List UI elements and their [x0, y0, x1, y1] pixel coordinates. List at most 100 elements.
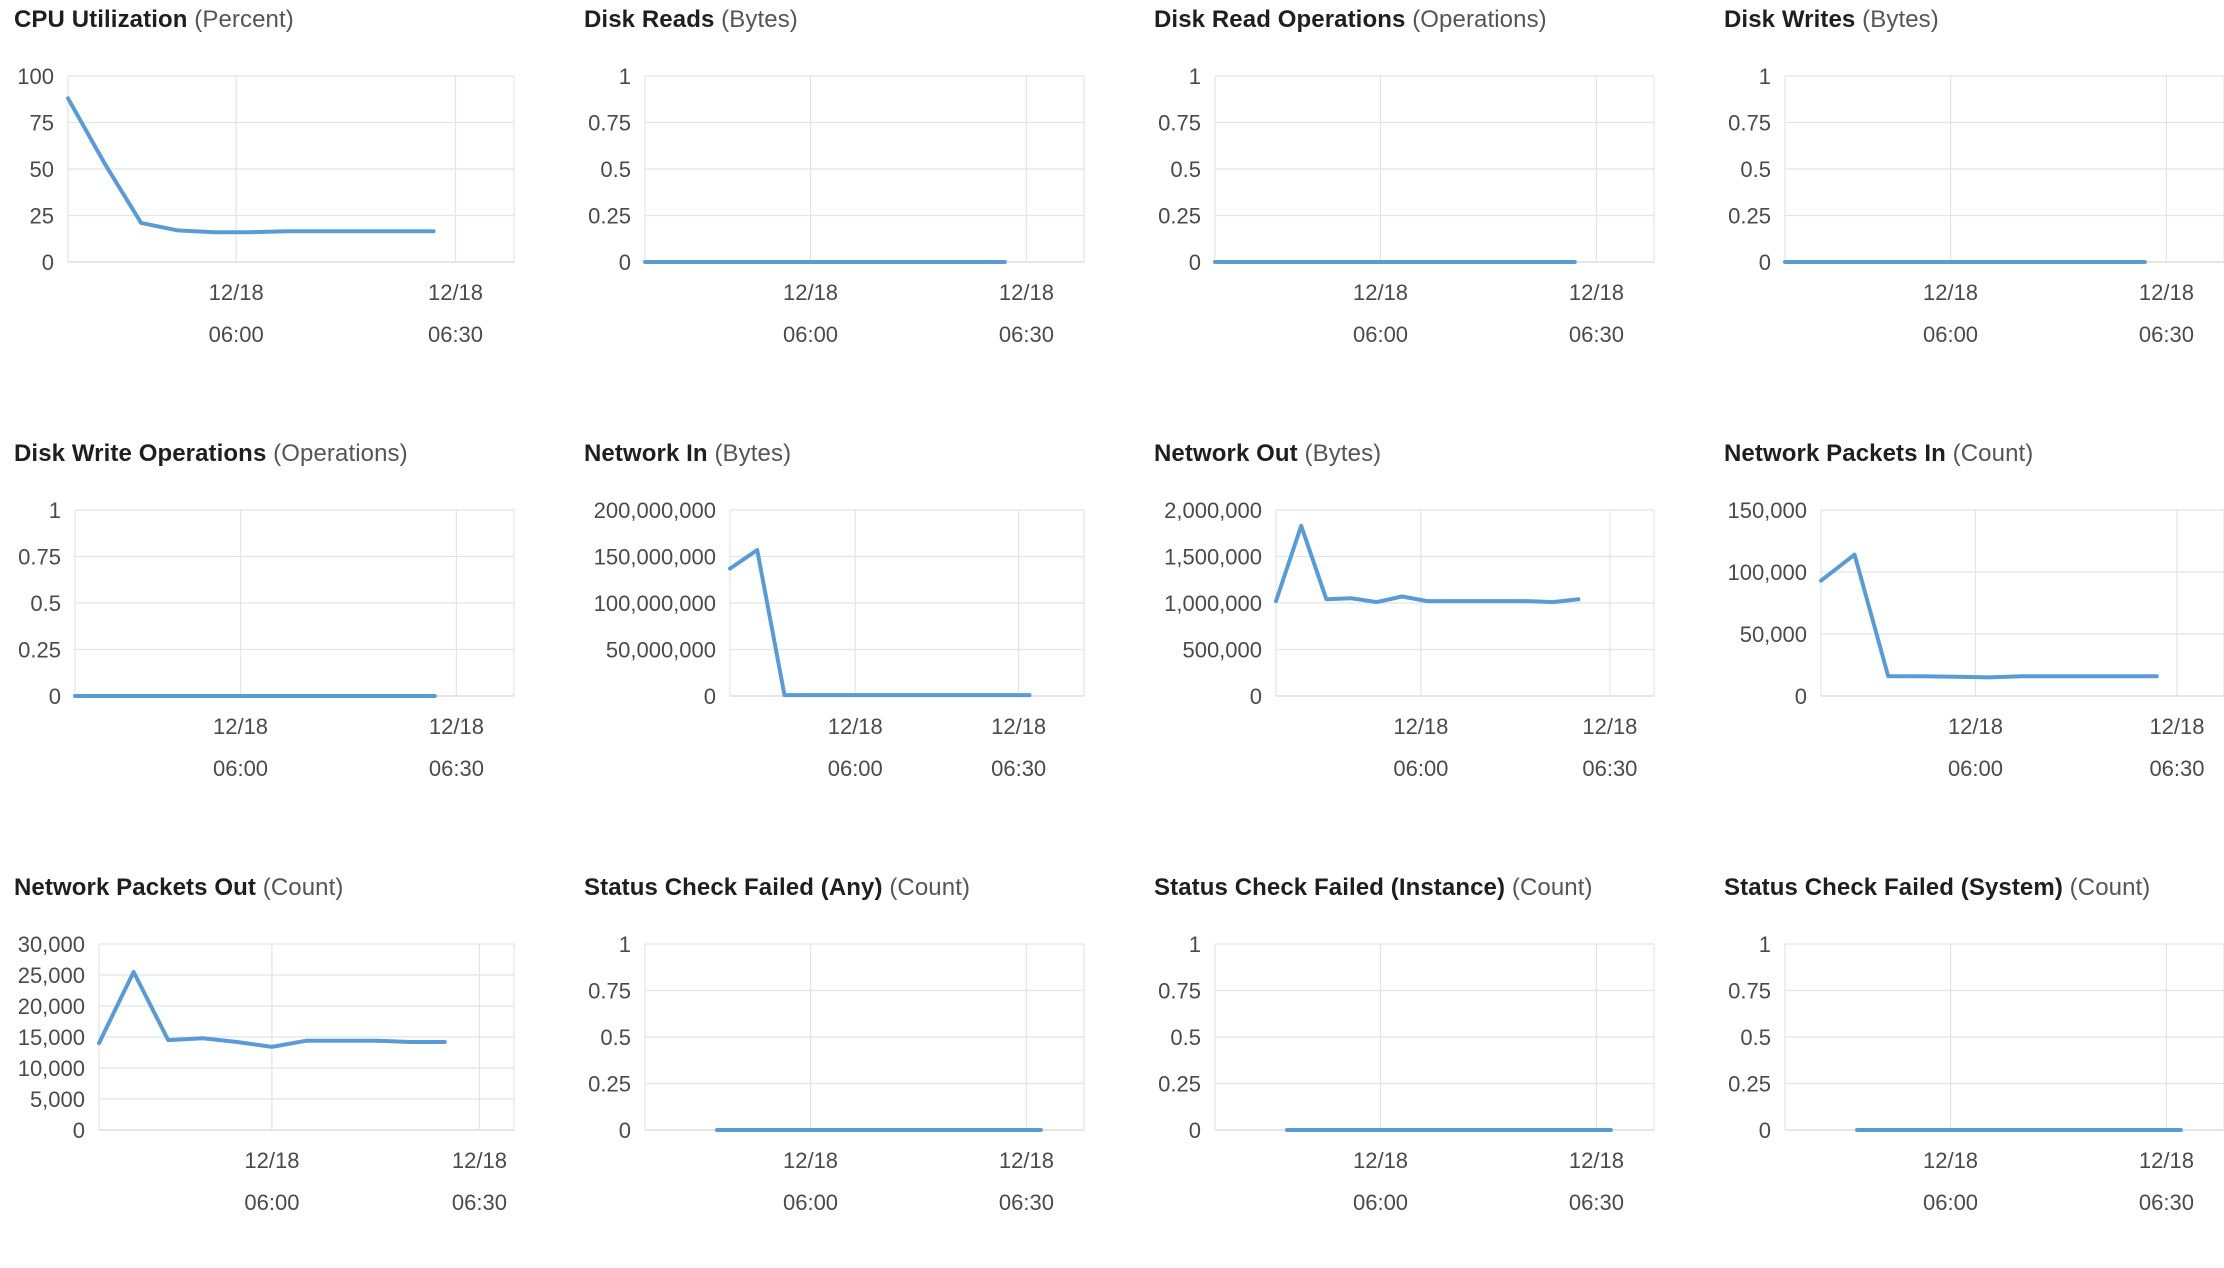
y-tick-label: 0.75 — [1158, 111, 1201, 136]
y-tick-label: 0.75 — [1728, 979, 1771, 1004]
y-tick-label: 0 — [704, 684, 716, 709]
series-line — [66, 96, 436, 235]
metric-name: Network Packets In — [1724, 440, 1946, 467]
x-tick-date: 12/18 — [783, 1148, 838, 1173]
chart-title: Network Packets Out (Count) — [14, 874, 343, 902]
x-tick-time: 06:30 — [991, 756, 1046, 781]
y-tick-label: 1 — [1189, 932, 1201, 957]
x-tick-time: 06:00 — [1353, 1190, 1408, 1215]
y-tick-label: 20,000 — [18, 994, 85, 1019]
x-tick-date: 12/18 — [1569, 1148, 1624, 1173]
metric-unit: (Count) — [1945, 440, 2034, 467]
y-tick-label: 1 — [619, 932, 631, 957]
y-tick-label: 100,000,000 — [594, 591, 716, 616]
y-tick-label: 0 — [1189, 1118, 1201, 1143]
metric-name: CPU Utilization — [14, 6, 188, 33]
chart-title: Disk Read Operations (Operations) — [1154, 6, 1547, 34]
y-tick-label: 0.25 — [588, 204, 631, 229]
y-tick-label: 0 — [42, 250, 54, 275]
y-tick-label: 1,000,000 — [1164, 591, 1262, 616]
y-tick-label: 1 — [619, 64, 631, 89]
x-tick-date: 12/18 — [1393, 714, 1448, 739]
y-tick-label: 0 — [49, 684, 61, 709]
series-line — [97, 969, 447, 1049]
metrics-dashboard: CPU Utilization (Percent) 100 75 50 25 0 12/18… — [14, 0, 2224, 1215]
x-tick-time: 06:00 — [1923, 322, 1978, 347]
metric-panel: Status Check Failed (System) (Count) 1 0.7… — [1724, 868, 2224, 1268]
y-tick-label: 50,000,000 — [606, 638, 716, 663]
x-tick-time: 06:00 — [828, 756, 883, 781]
y-tick-label: 100,000 — [1727, 560, 1807, 585]
y-tick-label: 0.25 — [1728, 1072, 1771, 1097]
y-tick-label: 0.5 — [1170, 1025, 1201, 1050]
metric-panel: Status Check Failed (Any) (Count) 1 0.75 0.… — [584, 868, 1144, 1268]
y-tick-label: 0 — [1189, 250, 1201, 275]
y-tick-label: 0.5 — [600, 1025, 631, 1050]
y-tick-label: 1 — [1759, 64, 1771, 89]
x-tick-time: 06:00 — [1923, 1190, 1978, 1215]
metric-panel: Disk Reads (Bytes) 1 0.75 0.5 0.25 0 12/18 06:0… — [584, 0, 1144, 400]
y-tick-label: 25,000 — [18, 963, 85, 988]
chart-title: Disk Writes (Bytes) — [1724, 6, 1939, 34]
x-tick-date: 12/18 — [452, 1148, 507, 1173]
x-tick-time: 06:30 — [999, 322, 1054, 347]
line-chart: 30,000 25,000 20,000 15,000 10,000 5,000 0 12/1… — [18, 932, 515, 1215]
x-tick-time: 06:30 — [2139, 322, 2194, 347]
y-tick-label: 0.75 — [1728, 111, 1771, 136]
line-chart: 1 0.75 0.5 0.25 0 12/18 06:00 12/18 06:30 — [1728, 64, 2224, 347]
x-tick-time: 06:30 — [1569, 1190, 1624, 1215]
y-tick-label: 500,000 — [1182, 638, 1262, 663]
line-chart: 1 0.75 0.5 0.25 0 12/18 06:00 12/18 06:30 — [1158, 932, 1655, 1215]
metric-name: Status Check Failed (System) — [1724, 874, 2063, 901]
metric-unit: (Operations) — [266, 440, 408, 467]
y-tick-label: 0.25 — [18, 638, 61, 663]
metric-unit: (Count) — [1505, 874, 1593, 901]
y-tick-label: 50,000 — [1740, 622, 1807, 647]
x-tick-date: 12/18 — [2139, 1148, 2194, 1173]
metric-unit: (Operations) — [1405, 6, 1547, 33]
x-tick-date: 12/18 — [244, 1148, 299, 1173]
y-tick-label: 0 — [1795, 684, 1807, 709]
metric-unit: (Bytes) — [1855, 6, 1939, 33]
metric-panel: Network Packets Out (Count) 30,000 25,000 2… — [14, 868, 574, 1268]
y-tick-label: 1 — [1189, 64, 1201, 89]
series-line — [1819, 552, 2159, 680]
x-tick-date: 12/18 — [2149, 714, 2204, 739]
y-tick-label: 15,000 — [18, 1025, 85, 1050]
metric-panel: Network Packets In (Count) 150,000 100,000… — [1724, 434, 2224, 834]
y-tick-label: 150,000,000 — [594, 545, 716, 570]
y-tick-label: 0.75 — [588, 111, 631, 136]
x-tick-time: 06:30 — [429, 756, 484, 781]
y-tick-label: 0.5 — [600, 157, 631, 182]
x-tick-time: 06:00 — [213, 756, 268, 781]
metric-name: Disk Reads — [584, 6, 715, 33]
y-tick-label: 0 — [1759, 250, 1771, 275]
x-tick-date: 12/18 — [999, 280, 1054, 305]
metric-name: Disk Writes — [1724, 6, 1856, 33]
metric-name: Network Out — [1154, 440, 1298, 467]
line-chart: 2,000,000 1,500,000 1,000,000 500,000 0 12/18… — [1164, 498, 1655, 781]
x-tick-date: 12/18 — [2139, 280, 2194, 305]
metric-panel: Disk Writes (Bytes) 1 0.75 0.5 0.25 0 12/18 06:… — [1724, 0, 2224, 400]
y-tick-label: 0.25 — [1728, 204, 1771, 229]
x-tick-date: 12/18 — [1569, 280, 1624, 305]
y-tick-label: 100 — [17, 64, 54, 89]
x-tick-time: 06:30 — [452, 1190, 507, 1215]
metric-unit: (Count) — [255, 874, 344, 901]
line-chart: 1 0.75 0.5 0.25 0 12/18 06:00 12/18 06:30 — [1728, 932, 2224, 1215]
x-tick-time: 06:30 — [428, 322, 483, 347]
metric-unit: (Count) — [2062, 874, 2151, 901]
x-tick-date: 12/18 — [213, 714, 268, 739]
series-line — [1274, 523, 1581, 605]
line-chart: 150,000 100,000 50,000 0 12/18 06:00 12/18 06:3… — [1727, 498, 2224, 781]
y-tick-label: 25 — [30, 204, 54, 229]
x-tick-date: 12/18 — [1582, 714, 1637, 739]
y-tick-label: 200,000,000 — [594, 498, 716, 523]
x-tick-time: 06:30 — [1569, 322, 1624, 347]
x-tick-date: 12/18 — [828, 714, 883, 739]
x-tick-time: 06:00 — [783, 1190, 838, 1215]
metric-panel: Network Out (Bytes) 2,000,000 1,500,000 1,0… — [1154, 434, 1714, 834]
chart-title: Network Out (Bytes) — [1154, 440, 1381, 468]
x-tick-date: 12/18 — [783, 280, 838, 305]
chart-title: Network Packets In (Count) — [1724, 440, 2033, 468]
